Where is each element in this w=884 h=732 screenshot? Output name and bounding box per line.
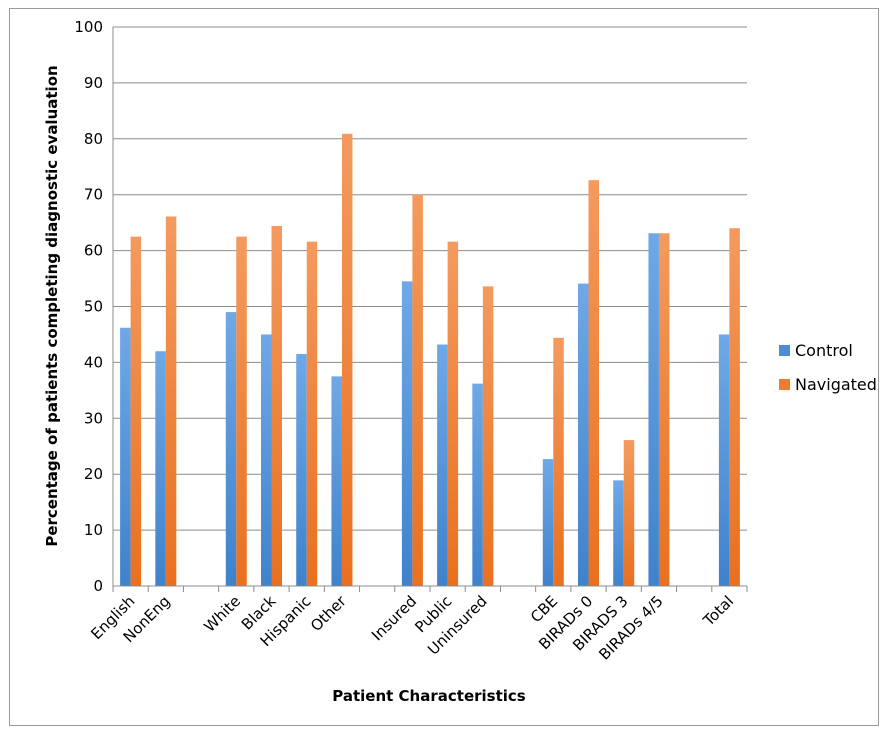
bar-navigated	[236, 236, 247, 586]
gridlines	[113, 26, 747, 531]
bar-control	[155, 351, 166, 586]
bar-control	[648, 233, 659, 586]
bar-navigated	[588, 180, 599, 586]
y-tick-label: 0	[93, 577, 103, 595]
y-tick-label: 100	[74, 18, 103, 36]
bar-control	[718, 334, 730, 586]
bars	[120, 133, 740, 587]
y-tick-label: 50	[84, 298, 103, 316]
bar-control	[261, 334, 272, 586]
legend-swatch-navigated	[779, 379, 790, 390]
bar-navigated	[341, 133, 353, 587]
legend-swatch-control	[779, 345, 790, 356]
y-tick-label: 90	[84, 74, 103, 92]
bar-control	[296, 354, 307, 586]
bar-navigated	[130, 236, 142, 586]
y-tick-label: 20	[84, 465, 103, 483]
bar-navigated	[482, 286, 494, 586]
x-tick-label: Total	[699, 592, 737, 630]
bar-control	[120, 327, 131, 586]
bar-control	[613, 480, 624, 586]
bar-navigated	[271, 226, 282, 586]
axes	[112, 27, 748, 592]
bar-navigated	[729, 228, 740, 587]
bar-navigated	[623, 440, 635, 586]
bar-navigated	[412, 194, 423, 586]
y-tick-label: 70	[84, 186, 103, 204]
y-tick-label: 60	[84, 242, 103, 260]
bar-navigated	[306, 241, 318, 586]
bar-navigated	[553, 337, 564, 586]
bar-navigated	[658, 233, 670, 586]
x-tick-label: White	[201, 592, 245, 636]
bar-control	[437, 344, 448, 586]
bar-navigated	[165, 216, 177, 586]
bar-control	[225, 312, 237, 586]
y-tick-label: 10	[84, 521, 103, 539]
bar-control	[472, 383, 483, 586]
y-axis-title: Percentage of patients completing diagno…	[43, 65, 61, 546]
y-tick-labels: 0 10 20 30 40 50 60 70 80 90 100	[74, 18, 103, 595]
bar-navigated	[447, 241, 459, 586]
legend-label-control: Control	[795, 341, 853, 360]
y-tick-label: 40	[84, 353, 103, 371]
x-axis-title: Patient Characteristics	[332, 687, 526, 705]
x-tick-label: Other	[307, 592, 350, 635]
y-tick-label: 30	[84, 409, 103, 427]
bar-control	[331, 376, 342, 586]
bar-control	[542, 459, 554, 586]
legend: Control Navigated	[779, 341, 877, 394]
x-tick-label: Insured	[368, 592, 420, 644]
y-tick-label: 80	[84, 130, 103, 148]
legend-label-navigated: Navigated	[795, 375, 877, 394]
bar-control	[401, 281, 413, 586]
bar-control	[578, 283, 589, 586]
